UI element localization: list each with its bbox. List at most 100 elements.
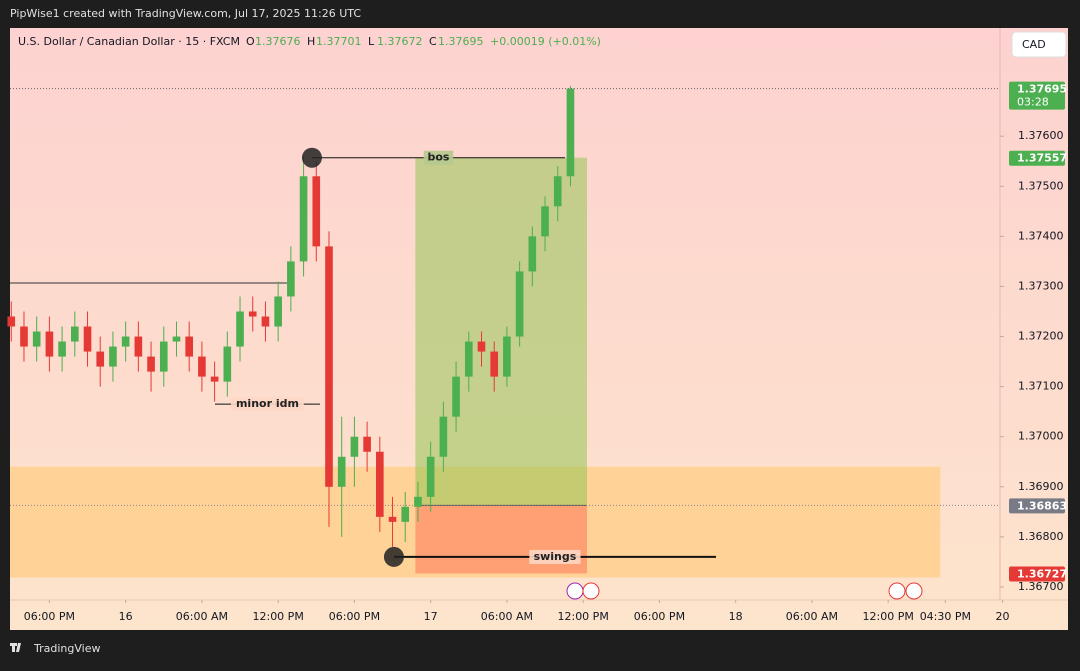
- price-badge-label: 1.37557: [1017, 152, 1067, 165]
- x-tick-label: 17: [424, 610, 438, 623]
- candle-body: [337, 456, 346, 487]
- x-tick-label: 06:00 AM: [786, 610, 838, 623]
- candle-body: [325, 246, 333, 487]
- annotation-label-bg: [423, 150, 454, 165]
- brand: TradingView: [33, 642, 100, 655]
- x-tick-label: 06:00 PM: [24, 610, 75, 623]
- annotation-label-bg: [529, 549, 581, 564]
- price-badge-label: 1.36863: [1017, 499, 1067, 512]
- price-badge-label: 1.36727: [1017, 567, 1067, 580]
- candle-body: [477, 341, 486, 352]
- x-tick-label: 04:30 PM: [920, 610, 971, 623]
- candle-body: [553, 176, 562, 207]
- candle-body: [452, 376, 460, 417]
- legend-text: C: [429, 35, 437, 48]
- candle-body: [388, 516, 397, 522]
- candle-body: [503, 336, 511, 377]
- countdown: 03:28: [1017, 96, 1049, 109]
- legend-text: 1.37695: [438, 35, 484, 48]
- candle-body: [426, 456, 435, 497]
- legend-text: H: [307, 35, 315, 48]
- candle-body: [45, 331, 54, 357]
- y-tick-label: 1.37200: [1018, 330, 1064, 343]
- x-tick-label: 06:00 PM: [634, 610, 685, 623]
- legend-text: 1.37672: [377, 35, 423, 48]
- swing-marker: [383, 546, 404, 567]
- candle-body: [159, 341, 168, 372]
- legend-text: +0.00019 (+0.01%): [490, 35, 601, 48]
- candle-body: [299, 176, 308, 262]
- candle-body: [198, 356, 206, 377]
- y-tick-label: 1.37000: [1018, 430, 1064, 443]
- x-tick-label: 06:00 PM: [329, 610, 380, 623]
- y-tick-label: 1.36700: [1018, 580, 1064, 593]
- candle-body: [528, 236, 537, 272]
- candle-body: [147, 356, 155, 372]
- currency-button[interactable]: [1011, 31, 1067, 58]
- candle-body: [541, 206, 549, 237]
- candle-body: [274, 296, 282, 327]
- candle-body: [363, 436, 371, 452]
- candle-body: [414, 496, 422, 507]
- candle-body: [185, 336, 194, 357]
- candle-body: [58, 341, 66, 357]
- candle-body: [83, 326, 92, 352]
- x-tick-label: 12:00 PM: [252, 610, 303, 623]
- candle-body: [20, 326, 28, 347]
- x-tick-label: 06:00 AM: [481, 610, 533, 623]
- annotation-label-bg: [231, 397, 304, 412]
- annotation-label: minor idm: [236, 397, 299, 410]
- x-tick-label: 06:00 AM: [176, 610, 228, 623]
- candle-body: [96, 351, 105, 367]
- candle-body: [7, 316, 16, 327]
- price-badge: [1009, 498, 1065, 514]
- candle-body: [464, 341, 473, 377]
- price-badge: [1009, 81, 1065, 110]
- y-tick-label: 1.36900: [1018, 480, 1064, 493]
- candle-body: [32, 331, 41, 347]
- candle-body: [236, 311, 244, 347]
- candle-body: [376, 451, 384, 517]
- candle-body: [566, 88, 575, 177]
- candle-body: [312, 176, 321, 247]
- y-tick-label: 1.37100: [1018, 380, 1064, 393]
- price-badge: [1009, 150, 1065, 166]
- currency-label[interactable]: CAD: [1022, 38, 1046, 51]
- event-icons: [566, 582, 923, 600]
- y-tick-label: 1.37600: [1018, 129, 1064, 142]
- y-tick-label: 1.37400: [1018, 229, 1064, 242]
- annotation-label: swings: [534, 550, 577, 563]
- candle-body: [210, 376, 219, 382]
- swing-marker: [301, 147, 322, 168]
- candle-body: [490, 351, 499, 377]
- candle-body: [134, 336, 143, 357]
- candle-body: [121, 336, 130, 347]
- legend-text: L: [368, 35, 375, 48]
- y-tick-label: 1.37500: [1018, 179, 1064, 192]
- header-title: PipWise1 created with TradingView.com, J…: [10, 7, 361, 20]
- candle-body: [401, 506, 410, 522]
- candle-body: [248, 311, 257, 317]
- candle-body: [287, 261, 295, 297]
- candle-body: [71, 326, 79, 342]
- candle-body: [350, 436, 359, 457]
- candle-body: [439, 416, 448, 457]
- y-tick-label: 1.37300: [1018, 279, 1064, 292]
- candle-body: [172, 336, 181, 342]
- candle-body: [109, 346, 117, 367]
- candle-body: [261, 316, 270, 327]
- y-tick-label: 1.36800: [1018, 530, 1064, 543]
- x-tick-label: 12:00 PM: [863, 610, 914, 623]
- symbol-legend: U.S. Dollar / Canadian Dollar · 15 · FXC…: [18, 35, 601, 48]
- x-tick-label: 20: [996, 610, 1010, 623]
- x-tick-label: 18: [729, 610, 743, 623]
- legend-text: 1.37676: [255, 35, 301, 48]
- price-badge: [1009, 566, 1065, 582]
- legend-text: U.S. Dollar / Canadian Dollar · 15 · FXC…: [18, 35, 240, 48]
- tv-logo: [10, 643, 21, 652]
- price-badge-label: 1.37695: [1017, 83, 1067, 96]
- legend-text: 1.37701: [316, 35, 362, 48]
- candle-body: [223, 346, 232, 382]
